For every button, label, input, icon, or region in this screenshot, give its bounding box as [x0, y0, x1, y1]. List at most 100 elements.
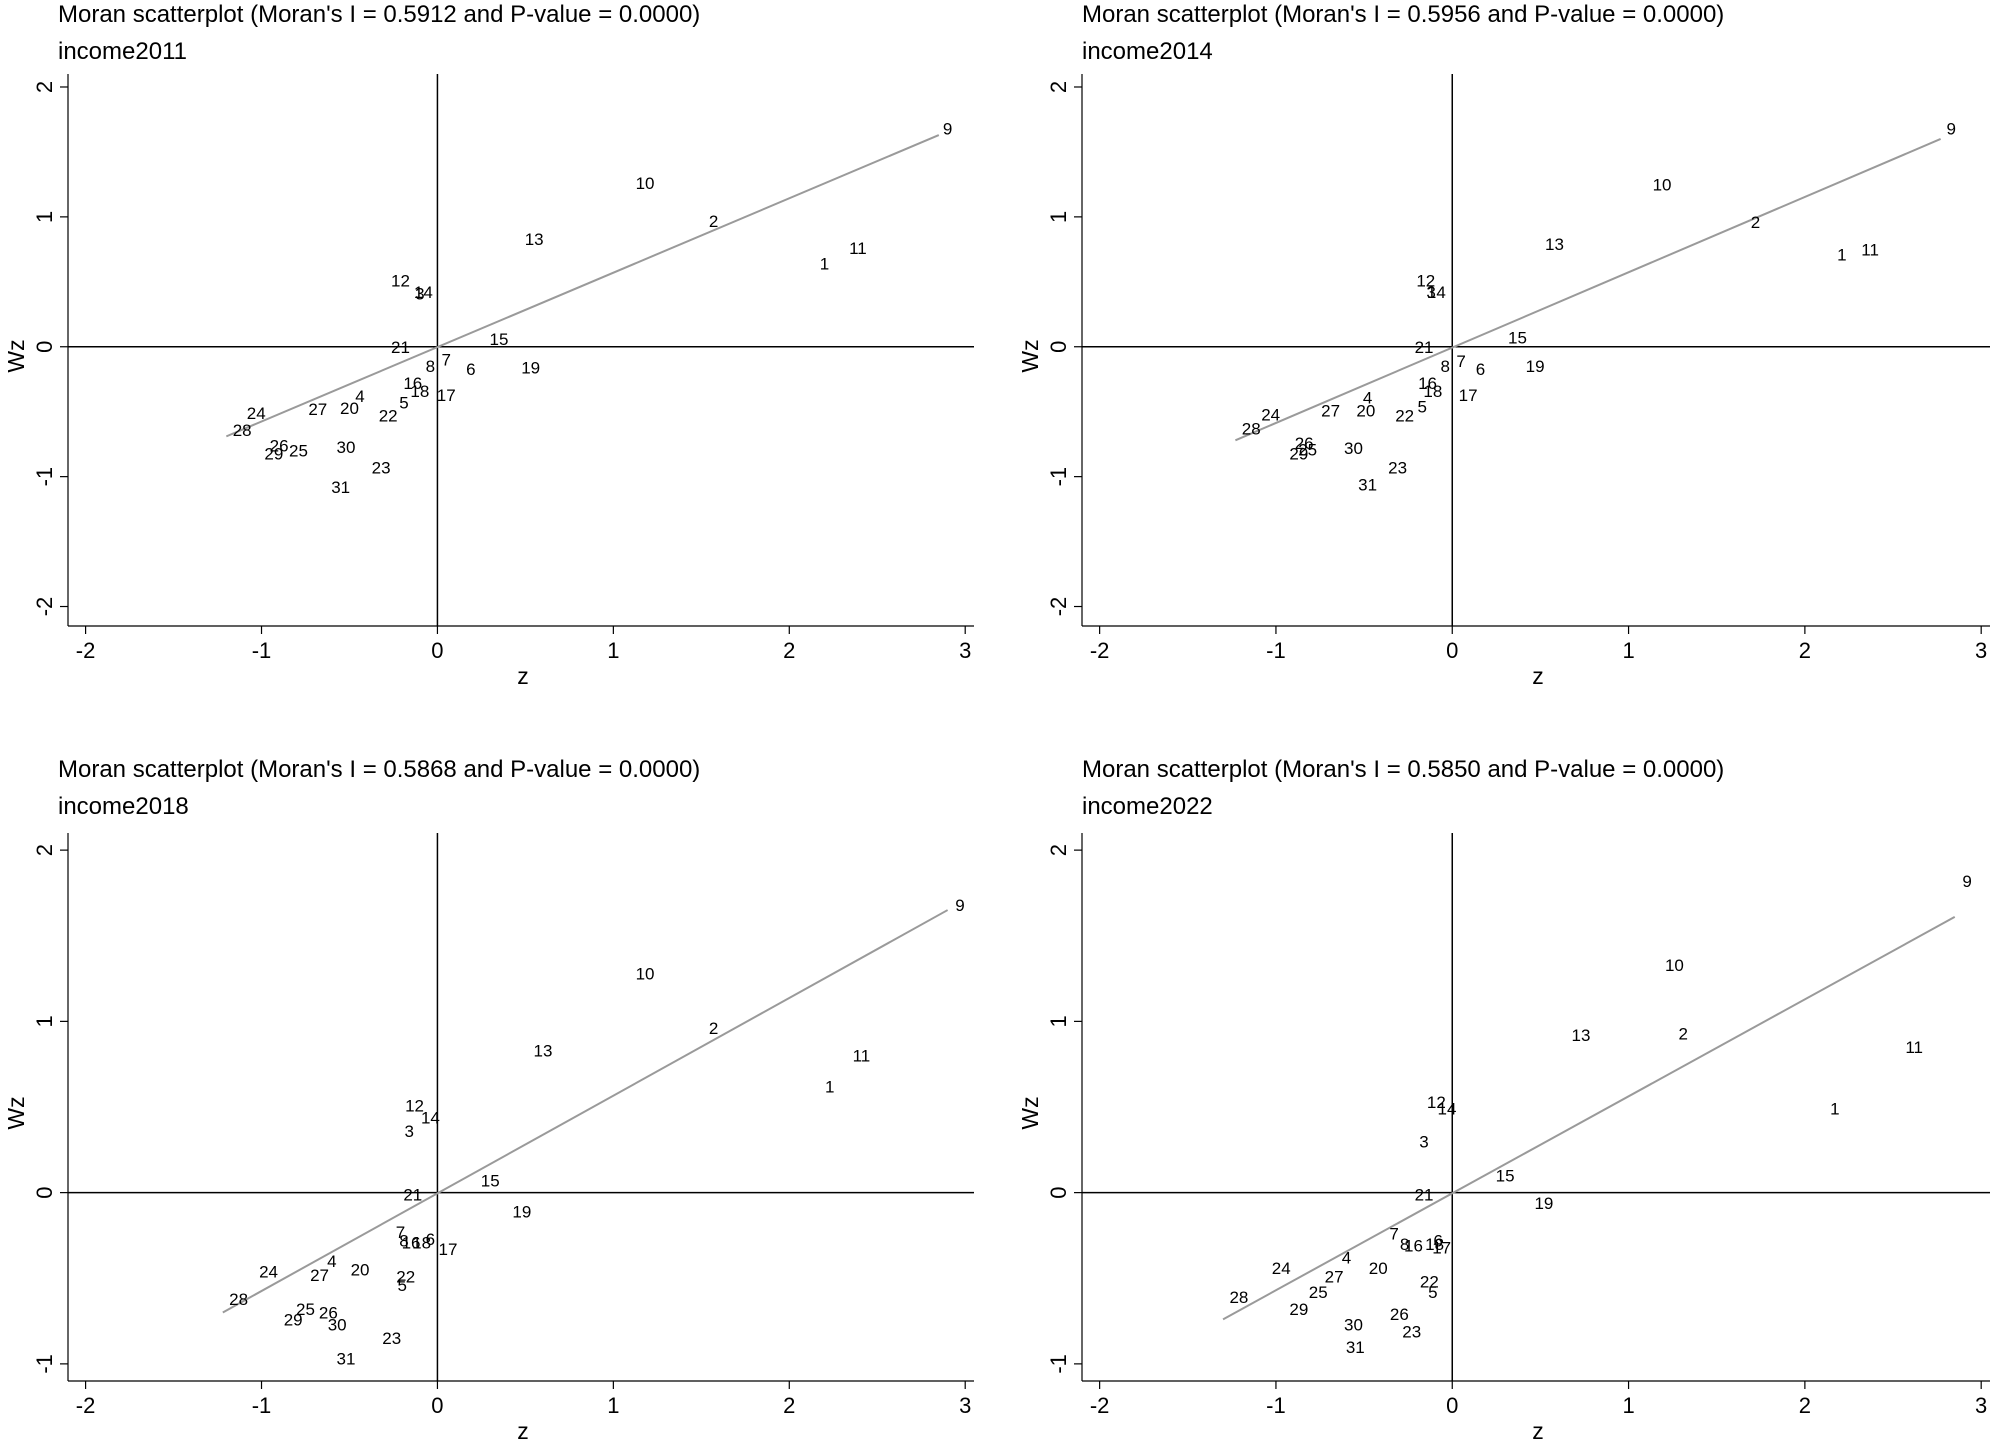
- y-tick-label: 1: [32, 211, 57, 223]
- y-tick-label: 2: [32, 81, 57, 93]
- point-label: 11: [853, 1047, 871, 1066]
- point-label: 1: [825, 1077, 834, 1096]
- point-label: 11: [1905, 1038, 1923, 1057]
- y-axis-title: Wz: [3, 339, 29, 372]
- y-tick-label: 0: [32, 341, 57, 353]
- y-tick-label: -1: [32, 467, 57, 487]
- x-tick-label: -2: [1090, 1393, 1110, 1418]
- point-label: 4: [355, 387, 364, 406]
- point-label: 1: [1837, 246, 1846, 265]
- chart-title: Moran scatterplot (Moran's I = 0.5850 an…: [1082, 756, 1725, 783]
- point-label: 14: [1427, 283, 1446, 302]
- point-label: 1: [820, 255, 829, 274]
- point-label: 29: [1289, 444, 1308, 463]
- point-label: 18: [412, 1233, 431, 1252]
- point-label: 24: [247, 404, 266, 423]
- x-tick-label: 1: [607, 638, 619, 663]
- point-label: 9: [955, 896, 964, 915]
- x-tick-label: 2: [1799, 1393, 1811, 1418]
- point-label: 30: [1344, 439, 1363, 458]
- point-label: 12: [391, 272, 410, 291]
- x-tick-label: 3: [959, 638, 971, 663]
- point-label: 8: [426, 357, 435, 376]
- x-tick-label: 1: [1622, 638, 1634, 663]
- point-label: 2: [709, 212, 718, 231]
- chart-title: Moran scatterplot (Moran's I = 0.5868 an…: [58, 756, 701, 783]
- point-label: 28: [229, 1290, 248, 1309]
- point-label: 5: [398, 1276, 407, 1295]
- x-tick-label: 2: [783, 1393, 795, 1418]
- point-label: 20: [340, 399, 359, 418]
- chart-subtitle: income2014: [1082, 38, 1213, 65]
- x-tick-label: -1: [1266, 1393, 1286, 1418]
- point-label: 27: [308, 400, 327, 419]
- chart-title: Moran scatterplot (Moran's I = 0.5956 an…: [1082, 1, 1725, 28]
- x-tick-label: 0: [431, 638, 443, 663]
- x-axis-title: z: [1532, 663, 1544, 689]
- point-label: 14: [421, 1108, 440, 1127]
- point-label: 15: [1496, 1167, 1515, 1186]
- point-label: 28: [1229, 1288, 1248, 1307]
- point-label: 10: [636, 964, 655, 983]
- y-axis-title: Wz: [1017, 339, 1043, 372]
- point-label: 2: [1678, 1024, 1687, 1043]
- point-label: 24: [1272, 1259, 1291, 1278]
- point-label: 22: [379, 407, 398, 426]
- point-label: 6: [1476, 360, 1485, 379]
- point-label: 15: [490, 330, 509, 349]
- point-label: 25: [296, 1300, 315, 1319]
- point-label: 29: [264, 444, 283, 463]
- fitted-line: [1234, 138, 1942, 442]
- point-label: 7: [441, 351, 450, 370]
- chart-subtitle: income2018: [58, 793, 189, 820]
- point-label: 31: [1358, 475, 1377, 494]
- point-label: 4: [327, 1252, 336, 1271]
- y-axis-title: Wz: [1017, 1096, 1043, 1129]
- x-tick-label: 3: [1975, 1393, 1987, 1418]
- point-label: 28: [233, 421, 252, 440]
- point-label: 17: [1432, 1238, 1451, 1257]
- point-label: 30: [336, 438, 355, 457]
- point-label: 26: [1390, 1305, 1409, 1324]
- point-label: 29: [284, 1310, 303, 1329]
- x-tick-label: 1: [1622, 1393, 1634, 1418]
- point-label: 25: [1309, 1283, 1328, 1302]
- y-tick-label: 0: [1046, 1187, 1071, 1199]
- point-label: 13: [534, 1041, 553, 1060]
- point-label: 13: [1571, 1026, 1590, 1045]
- x-axis-title: z: [517, 663, 529, 689]
- point-label: 23: [382, 1329, 401, 1348]
- point-label: 25: [289, 442, 308, 461]
- point-label: 5: [1428, 1283, 1437, 1302]
- y-axis-title: Wz: [3, 1096, 29, 1129]
- point-label: 26: [270, 436, 289, 455]
- point-label: 19: [1526, 357, 1545, 376]
- point-label: 28: [1242, 420, 1261, 439]
- point-label: 9: [1962, 872, 1971, 891]
- y-tick-label: 2: [1046, 81, 1071, 93]
- point-label: 7: [1456, 352, 1465, 371]
- point-label: 22: [396, 1268, 415, 1287]
- chart-subtitle: income2022: [1082, 793, 1213, 820]
- point-label: 14: [414, 283, 433, 302]
- point-label: 3: [1419, 1132, 1428, 1151]
- y-tick-label: 1: [1046, 1015, 1071, 1027]
- point-label: 16: [1418, 374, 1437, 393]
- point-label: 25: [1298, 440, 1317, 459]
- point-label: 21: [1415, 1185, 1434, 1204]
- y-tick-label: 1: [1046, 211, 1071, 223]
- point-label: 10: [1653, 175, 1672, 194]
- point-label: 7: [1389, 1225, 1398, 1244]
- fitted-line: [1222, 916, 1956, 1321]
- y-tick-label: -1: [32, 1354, 57, 1374]
- point-label: 20: [351, 1261, 370, 1280]
- moran-panel-2011: Moran scatterplot (Moran's I = 0.5912 an…: [0, 0, 1000, 725]
- y-tick-label: 2: [1046, 844, 1071, 856]
- point-label: 12: [1427, 1093, 1446, 1112]
- point-label: 20: [1356, 401, 1375, 420]
- x-tick-label: 1: [607, 1393, 619, 1418]
